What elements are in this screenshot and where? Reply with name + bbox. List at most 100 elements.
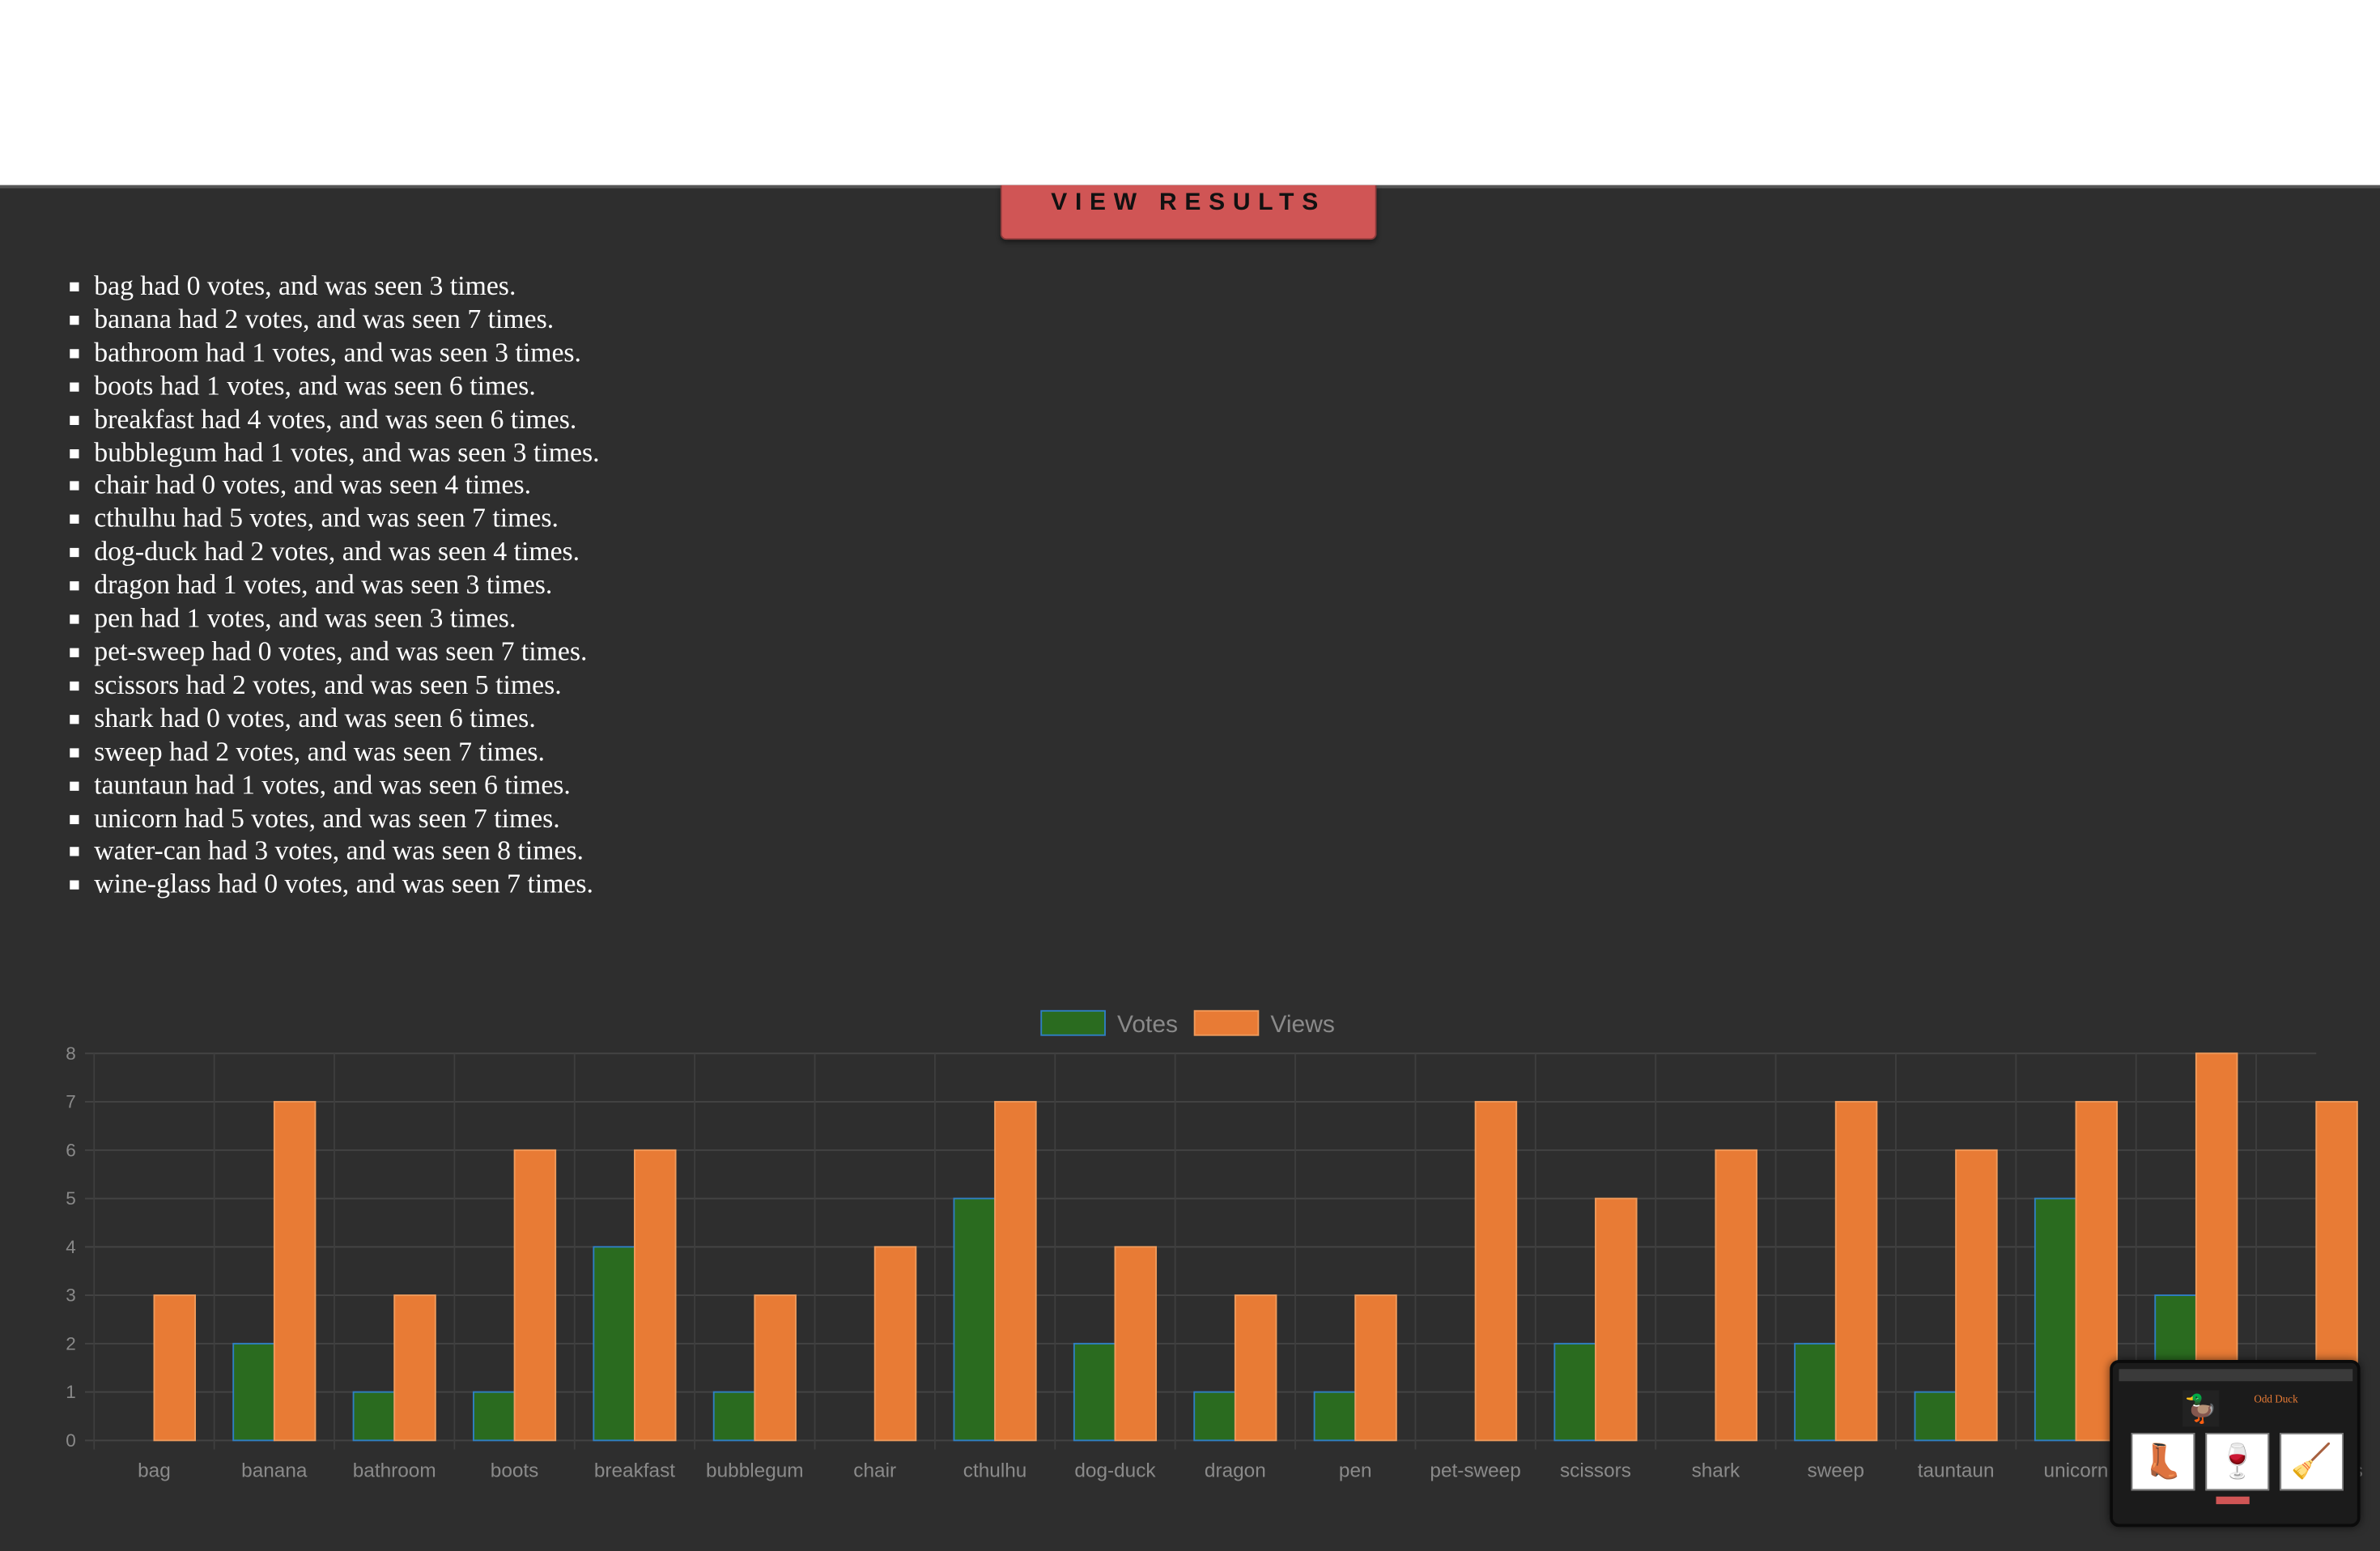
result-text: bubblegum had 1 votes, and was seen 3 ti… <box>94 436 600 467</box>
votes-bar <box>1794 1342 1837 1442</box>
result-text: bathroom had 1 votes, and was seen 3 tim… <box>94 336 582 368</box>
y-tick-label: 8 <box>66 1043 76 1064</box>
result-item: boots had 1 votes, and was seen 6 times. <box>70 370 599 403</box>
x-tick-label: sweep <box>1808 1460 1864 1481</box>
votes-bar <box>1914 1391 1957 1442</box>
votes-bar <box>232 1342 275 1442</box>
votes-bar <box>712 1391 756 1442</box>
result-text: dog-duck had 2 votes, and was seen 4 tim… <box>94 536 580 567</box>
views-bar <box>1234 1294 1277 1442</box>
result-item: shark had 0 votes, and was seen 6 times. <box>70 703 599 736</box>
x-tick-label: banana <box>241 1460 308 1481</box>
views-bar <box>2075 1101 2119 1442</box>
x-tick-label: cthulhu <box>963 1460 1027 1481</box>
bullet-icon <box>70 348 79 359</box>
views-bar <box>153 1294 197 1442</box>
result-item: pen had 1 votes, and was seen 3 times. <box>70 602 599 635</box>
y-tick-label: 5 <box>66 1188 76 1209</box>
x-tick-label: bathroom <box>353 1460 436 1481</box>
views-bar <box>393 1294 436 1442</box>
votes-bar <box>352 1391 396 1442</box>
bullet-icon <box>70 282 79 291</box>
votes-views-bar-chart: 0 1 2 3 4 5 6 7 8 bag banana bathroom boots breakfast… <box>66 1009 2363 1481</box>
result-item: bubblegum had 1 votes, and was seen 3 ti… <box>70 436 600 470</box>
x-tick-label: unicorn <box>2044 1460 2109 1481</box>
result-text: unicorn had 5 votes, and was seen 7 time… <box>94 801 560 833</box>
results-list: bag had 0 votes, and was seen 3 times. ba… <box>70 270 600 902</box>
votes-bar <box>1073 1342 1116 1442</box>
votes-legend-swatch <box>1040 1009 1106 1036</box>
views-legend-swatch <box>1193 1009 1260 1036</box>
thumbnail-title: Odd Duck <box>2254 1393 2298 1406</box>
bullet-icon <box>70 747 79 758</box>
result-text: cthulhu had 5 votes, and was seen 7 time… <box>94 503 559 533</box>
votes-bar <box>1553 1342 1596 1442</box>
x-tick-label: chair <box>853 1460 896 1481</box>
views-bar <box>634 1149 677 1442</box>
result-item: tauntaun had 1 votes, and was seen 6 tim… <box>70 769 599 802</box>
x-tick-label: bag <box>138 1460 171 1481</box>
result-text: sweep had 2 votes, and was seen 7 times. <box>94 735 546 767</box>
votes-bar <box>473 1391 516 1442</box>
result-text: dragon had 1 votes, and was seen 3 times… <box>94 569 553 600</box>
result-item: bag had 0 votes, and was seen 3 times. <box>70 270 599 304</box>
bullet-icon <box>70 448 79 458</box>
votes-bar <box>1193 1391 1236 1442</box>
result-item: sweep had 2 votes, and was seen 7 times. <box>70 736 599 769</box>
bullet-icon <box>70 681 79 691</box>
views-bar <box>1595 1197 1638 1442</box>
result-item: banana had 2 votes, and was seen 7 times… <box>70 304 599 337</box>
x-tick-label: pen <box>1339 1460 1372 1481</box>
thumbnail-pet-sweep-icon: 🧹 <box>2280 1433 2344 1491</box>
thumbnail-duck-icon: 🦆 <box>2182 1390 2220 1427</box>
result-item: chair had 0 votes, and was seen 4 times. <box>70 470 599 503</box>
result-item: unicorn had 5 votes, and was seen 7 time… <box>70 802 599 835</box>
result-text: wine-glass had 0 votes, and was seen 7 t… <box>94 869 594 899</box>
result-item: pet-sweep had 0 votes, and was seen 7 ti… <box>70 636 599 669</box>
screen-thumbnail-preview[interactable]: 🦆 Odd Duck 👢 🍷 🧹 <box>2110 1360 2361 1528</box>
y-tick-label: 7 <box>66 1092 76 1112</box>
thumbnail-browser-bar <box>2119 1369 2353 1382</box>
legend-label: Votes <box>1117 1011 1178 1038</box>
views-bar <box>273 1101 317 1442</box>
views-bar <box>1474 1101 1518 1442</box>
bullet-icon <box>70 315 79 325</box>
votes-bar <box>593 1246 635 1442</box>
votes-bar <box>953 1197 997 1442</box>
views-bar <box>1955 1149 1998 1442</box>
x-tick-label: boots <box>491 1460 539 1481</box>
view-results-button[interactable]: VIEW RESULTS <box>1000 185 1377 240</box>
thumbnail-wine-glass-icon: 🍷 <box>2205 1433 2270 1491</box>
result-item: water-can had 3 votes, and was seen 8 ti… <box>70 835 599 869</box>
result-item: cthulhu had 5 votes, and was seen 7 time… <box>70 503 599 536</box>
bullet-icon <box>70 482 79 491</box>
result-text: boots had 1 votes, and was seen 6 times. <box>94 369 536 401</box>
bullet-icon <box>70 614 79 624</box>
views-bar <box>1715 1149 1757 1442</box>
x-tick-label: dragon <box>1205 1460 1266 1481</box>
bullet-icon <box>70 780 79 791</box>
x-tick-label: bubblegum <box>706 1460 804 1481</box>
y-tick-label: 0 <box>66 1430 76 1451</box>
bullet-icon <box>70 515 79 525</box>
result-text: water-can had 3 votes, and was seen 8 ti… <box>94 835 584 866</box>
thumbnail-boots-icon: 👢 <box>2131 1433 2195 1491</box>
y-tick-label: 1 <box>66 1382 76 1402</box>
result-item: dog-duck had 2 votes, and was seen 4 tim… <box>70 536 599 569</box>
views-bar <box>994 1101 1037 1442</box>
result-text: pen had 1 votes, and was seen 3 times. <box>94 602 516 633</box>
result-text: breakfast had 4 votes, and was seen 6 ti… <box>94 403 577 434</box>
result-item: breakfast had 4 votes, and was seen 6 ti… <box>70 403 599 436</box>
result-text: scissors had 2 votes, and was seen 5 tim… <box>94 669 562 700</box>
views-bar <box>1834 1101 1878 1442</box>
x-tick-label: dog-duck <box>1074 1460 1156 1481</box>
result-text: pet-sweep had 0 votes, and was seen 7 ti… <box>94 635 588 667</box>
views-bar <box>1354 1294 1397 1442</box>
bullet-icon <box>70 714 79 724</box>
bullet-icon <box>70 581 79 591</box>
bullet-icon <box>70 648 79 657</box>
result-item: wine-glass had 0 votes, and was seen 7 t… <box>70 869 599 902</box>
result-item: scissors had 2 votes, and was seen 5 tim… <box>70 669 599 703</box>
bullet-icon <box>70 381 79 392</box>
y-tick-label: 4 <box>66 1237 76 1257</box>
